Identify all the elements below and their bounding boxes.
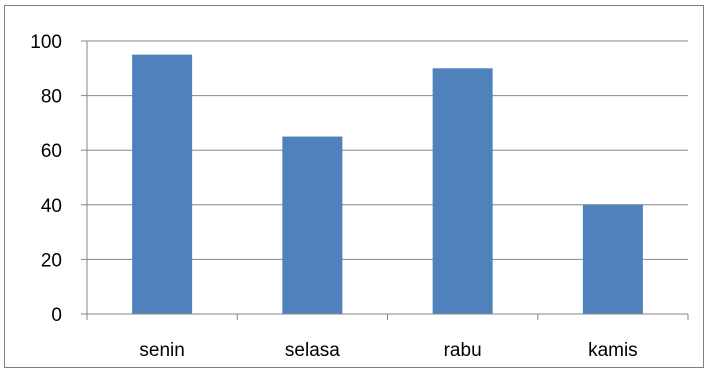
- x-tick-label-kamis: kamis: [588, 340, 638, 361]
- y-tick-label-60: 60: [41, 141, 62, 162]
- x-tick-label-rabu: rabu: [444, 340, 482, 361]
- y-tick-label-40: 40: [41, 196, 62, 217]
- axes: [81, 40, 689, 320]
- y-tick-label-0: 0: [51, 305, 62, 326]
- bar-selasa: [282, 136, 343, 314]
- bar-senin: [132, 54, 193, 315]
- bar-rabu: [432, 68, 493, 314]
- x-tick-label-senin: senin: [139, 340, 184, 361]
- y-tick-label-100: 100: [30, 32, 62, 53]
- bars: [132, 54, 643, 315]
- x-tick-label-selasa: selasa: [285, 340, 340, 361]
- y-tick-label-80: 80: [41, 87, 62, 108]
- y-tick-label-20: 20: [41, 250, 62, 271]
- tick-labels: 0 20 40 60 80 100 senin selasa rabu kamis: [30, 32, 637, 361]
- bar-kamis: [582, 204, 643, 314]
